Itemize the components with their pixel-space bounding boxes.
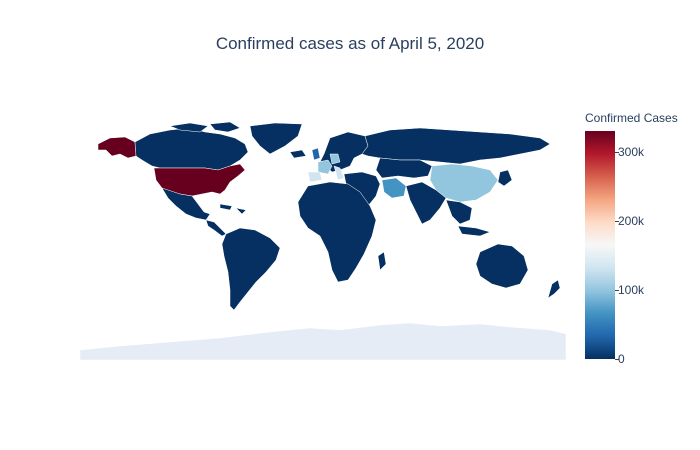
region-antarctica[interactable] bbox=[80, 322, 566, 360]
region-central-asia[interactable] bbox=[375, 157, 433, 179]
region-italy[interactable] bbox=[333, 165, 345, 181]
colorbar-tick-label: 200k bbox=[618, 214, 645, 229]
region-canada[interactable] bbox=[134, 127, 249, 171]
colorbar-tick-label: 100k bbox=[618, 283, 645, 298]
colorbar-tickmark bbox=[615, 359, 619, 360]
region-africa[interactable] bbox=[297, 181, 377, 283]
region-spain[interactable] bbox=[307, 171, 323, 183]
region-central-america[interactable] bbox=[205, 219, 227, 237]
region-south-america[interactable] bbox=[221, 227, 281, 311]
region-south-asia[interactable] bbox=[405, 181, 447, 225]
region-france[interactable] bbox=[317, 159, 333, 175]
region-alaska[interactable] bbox=[97, 136, 137, 159]
colorbar-tickmark bbox=[615, 152, 619, 154]
region-mexico[interactable] bbox=[161, 187, 211, 221]
region-russia[interactable] bbox=[361, 127, 551, 165]
colorbar-tickmark bbox=[615, 221, 619, 223]
region-madagascar[interactable] bbox=[377, 251, 387, 271]
colorbar-title: Confirmed Cases bbox=[585, 111, 678, 125]
region-united-kingdom[interactable] bbox=[311, 147, 321, 161]
region-germany[interactable] bbox=[329, 153, 341, 165]
colorbar-tickmark bbox=[615, 290, 619, 292]
region-greenland[interactable] bbox=[249, 122, 303, 155]
region-caribbean[interactable] bbox=[219, 203, 247, 215]
region-southeast-asia[interactable] bbox=[445, 199, 491, 237]
choropleth-map[interactable] bbox=[80, 120, 566, 360]
region-iran[interactable] bbox=[381, 177, 407, 199]
colorbar-tick-label: 0 bbox=[618, 352, 625, 366]
region-japan[interactable] bbox=[497, 169, 513, 187]
colorbar-tick-label: 300k bbox=[618, 145, 645, 160]
region-iceland[interactable] bbox=[289, 149, 307, 159]
region-canada-arctic[interactable] bbox=[169, 121, 241, 133]
colorbar bbox=[585, 131, 615, 359]
region-china[interactable] bbox=[429, 163, 499, 203]
region-australia[interactable] bbox=[475, 243, 529, 289]
region-new-zealand[interactable] bbox=[547, 279, 561, 299]
chart-title: Confirmed cases as of April 5, 2020 bbox=[215, 34, 485, 53]
